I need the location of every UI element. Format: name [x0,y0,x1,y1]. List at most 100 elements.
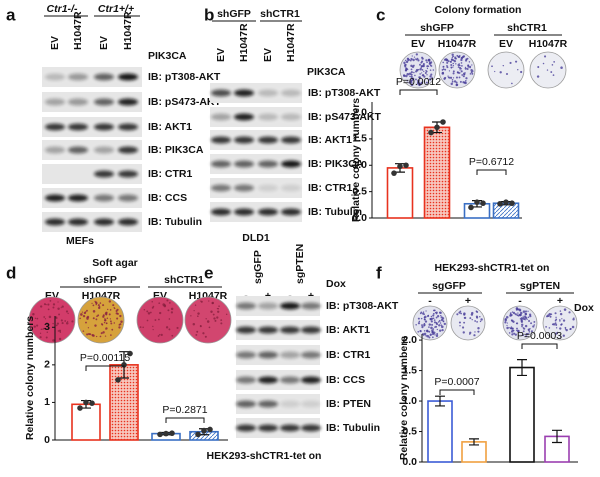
y-axis-label: Relative colony numbers [350,98,362,222]
colony [440,324,443,326]
colony [517,69,519,71]
colony [57,307,60,310]
blot-label: IB: Tubulin [308,206,362,218]
colony [562,319,566,322]
colony [514,313,517,316]
colony [104,319,107,322]
colony [479,320,482,323]
blot-band [258,400,278,408]
y-tick-label: 0.0 [352,212,367,224]
colony [410,75,413,78]
colony [426,67,429,70]
colony [159,311,162,315]
colony [104,318,106,320]
colony [423,313,425,315]
colony [168,328,171,331]
colony [548,327,551,329]
colony [516,314,519,317]
colony [448,70,451,72]
treatment: Dox [574,302,594,314]
colony [405,63,407,66]
panel-title: Colony formation [435,4,522,16]
colony [462,75,465,78]
colony [521,319,524,321]
blot-band [258,351,278,359]
colony [553,60,555,63]
y-axis-label: Relative colony numbers [24,316,36,440]
colony [443,322,447,326]
colony [461,326,465,329]
blot-band [94,98,114,106]
colony [509,61,512,65]
colony [46,331,49,333]
colony [206,320,210,323]
colony [61,305,64,308]
colony [194,304,197,306]
colony [419,68,422,71]
colony [561,318,563,320]
significance-bracket [476,169,507,175]
colony [102,304,105,307]
colony [423,332,427,336]
colony [560,323,563,326]
lane-label: + [265,290,271,302]
colony [49,300,52,302]
dish [136,296,184,344]
colony [44,318,47,320]
colony [559,310,562,312]
colony [532,325,535,328]
colony [465,58,468,60]
colony [455,76,458,79]
colony [192,322,196,326]
blot-strip [42,164,142,184]
colony [459,310,462,313]
colony [423,330,426,332]
blot-band [94,123,114,131]
data-point [397,163,403,170]
colony [458,321,462,324]
colony [470,68,473,72]
colony [102,314,105,317]
colony [460,312,462,315]
colony [95,303,97,306]
colony [429,75,432,78]
colony [452,72,455,75]
blot-label: IB: Tubulin [326,422,380,434]
blot-band [45,146,65,154]
data-point [434,124,440,131]
colony [511,82,513,85]
blot-band [211,113,231,121]
blot-band [281,113,301,121]
colony [463,312,466,315]
colony [139,326,142,329]
colony [508,327,510,329]
colony [432,331,436,335]
colony [208,326,211,329]
colony [100,332,103,335]
colony [419,312,422,315]
blot-band [280,400,300,408]
colony [520,70,523,74]
colony [427,58,431,62]
colony [438,329,442,332]
colony [521,325,523,328]
blot-band [211,184,231,192]
colony [422,74,425,77]
blot-strip [42,140,142,160]
blot-band [234,160,254,168]
colony [39,336,42,339]
colony [423,323,426,327]
colony [61,322,64,325]
colony [430,320,433,323]
colony [435,312,438,315]
blot-band [281,136,301,144]
colony [460,68,462,70]
significance-bracket [85,365,125,371]
bar [427,400,453,463]
blot-band [45,123,65,131]
colony [522,315,524,317]
colony [430,315,433,318]
lane-label: H1047R [529,38,568,50]
colony [417,59,420,62]
colony [421,324,423,327]
